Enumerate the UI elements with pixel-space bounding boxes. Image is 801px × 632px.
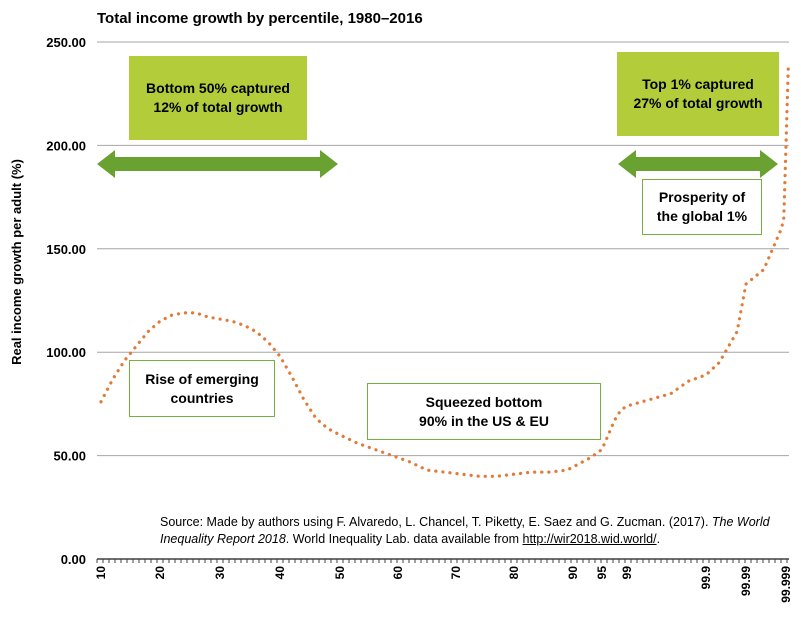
y-tick-5: 250.00	[46, 35, 86, 50]
y-tick-2: 100.00	[46, 345, 86, 360]
source-note: Source: Made by authors using F. Alvared…	[160, 514, 790, 548]
annotation-prosperity: Prosperity of the global 1%	[642, 179, 762, 235]
annotation-bottom50: Bottom 50% captured 12% of total growth	[129, 56, 307, 140]
x-tick-13: 99.999	[779, 566, 793, 603]
x-tick-11: 99.9	[699, 566, 713, 590]
annotation-top1: Top 1% captured 27% of total growth	[617, 52, 779, 136]
x-tick-2: 30	[213, 566, 227, 580]
x-tick-9: 95	[595, 566, 609, 580]
source-middle: . World Inequality Lab. data available f…	[285, 532, 523, 546]
source-prefix: Source: Made by authors using F. Alvared…	[160, 515, 712, 529]
series-path	[99, 67, 790, 478]
x-tick-1: 20	[153, 566, 167, 580]
annotation-squeezed: Squeezed bottom 90% in the US & EU	[367, 383, 601, 440]
series-line	[99, 67, 790, 478]
x-tick-0: 10	[94, 566, 108, 580]
source-report-title: The World Inequality Report 2018	[160, 515, 770, 546]
x-tick-12: 99.99	[739, 566, 753, 596]
gridlines	[96, 41, 789, 563]
y-tick-labels: 0.00 50.00 100.00 150.00 200.00 250.00	[46, 35, 86, 567]
arrow-bottom50	[97, 150, 338, 178]
chart-title: Total income growth by percentile, 1980–…	[97, 10, 423, 27]
source-link[interactable]: http://wir2018.wid.world/	[522, 532, 657, 546]
annotation-emerging: Rise of emerging countries	[129, 360, 275, 417]
y-tick-1: 50.00	[53, 449, 86, 464]
range-arrows	[97, 150, 778, 178]
source-suffix: .	[656, 532, 661, 546]
arrow-top1	[618, 150, 778, 178]
x-tick-10: 99	[620, 566, 634, 580]
x-tick-4: 50	[333, 566, 347, 580]
y-tick-4: 200.00	[46, 138, 86, 153]
y-tick-0: 0.00	[61, 552, 86, 567]
x-tick-3: 40	[273, 566, 287, 580]
x-tick-labels: 10 20 30 40 50 60 70 80 90 95 99 99.9 99.99 99.999	[94, 566, 793, 603]
y-axis-label: Real income growth per adult (%)	[9, 159, 24, 365]
y-tick-3: 150.00	[46, 242, 86, 257]
x-tick-7: 80	[507, 566, 521, 580]
x-tick-6: 70	[449, 566, 463, 580]
x-tick-8: 90	[566, 566, 580, 580]
x-tick-5: 60	[391, 566, 405, 580]
